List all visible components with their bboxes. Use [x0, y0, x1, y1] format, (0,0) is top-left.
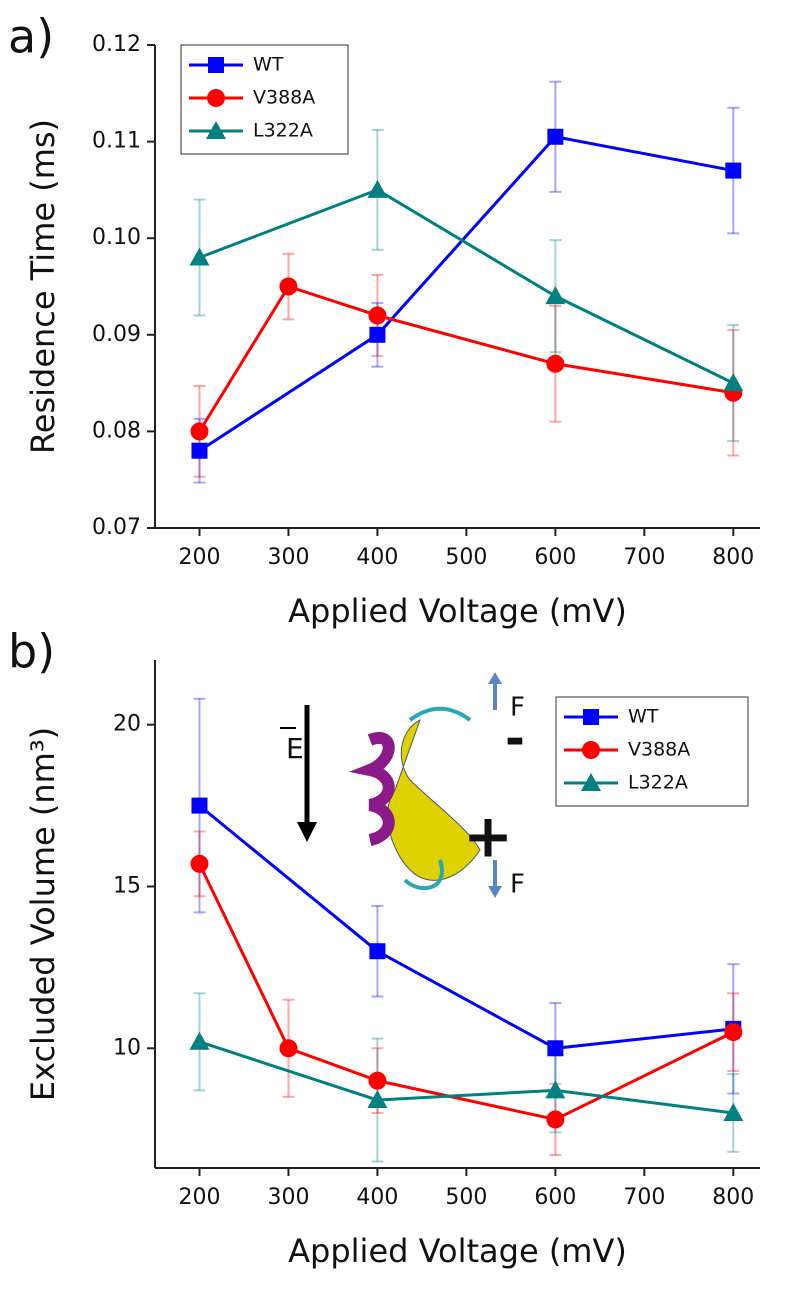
- plot: 0.07 0.08 0.09 0.10 0.11 0.12 200 300 400 500 600 7…: [8, 10, 760, 630]
- legend-label: V388A: [253, 87, 315, 109]
- marker: [279, 1039, 298, 1058]
- legend-marker: [208, 57, 224, 73]
- marker: [547, 128, 564, 145]
- protein-helix: [349, 732, 395, 846]
- force-label: F: [510, 870, 525, 900]
- x-tick-label: 300: [267, 545, 309, 570]
- legend-label: L322A: [628, 772, 688, 794]
- legend-label: WT: [628, 706, 659, 728]
- y-axis-title: Excluded Volume (nm³): [24, 727, 62, 1101]
- field-arrowhead: [297, 822, 317, 842]
- x-axis-title: Applied Voltage (mV): [288, 592, 627, 630]
- x-tick-label: 800: [712, 1185, 754, 1210]
- force-arrowhead: [488, 886, 502, 898]
- x-tick-label: 600: [534, 1185, 576, 1210]
- protein-sheet: [387, 718, 481, 881]
- y-tick-label: 20: [113, 712, 141, 737]
- x-tick-label: 200: [178, 1185, 220, 1210]
- panel-label: a): [8, 10, 54, 64]
- charge-label: -: [505, 711, 525, 767]
- y-tick-label: 15: [113, 873, 141, 898]
- y-tick-label: 0.08: [92, 418, 141, 443]
- marker: [191, 797, 208, 814]
- x-tick-label: 800: [712, 545, 754, 570]
- marker: [189, 1031, 210, 1050]
- x-tick-label: 400: [356, 545, 398, 570]
- legend-marker: [583, 709, 599, 725]
- inset-illustration: E F F - +: [280, 672, 525, 900]
- marker: [279, 277, 298, 296]
- force-label: F: [510, 693, 525, 723]
- legend-marker: [582, 741, 600, 759]
- marker: [367, 179, 388, 198]
- y-axis-title: Residence Time (ms): [24, 119, 62, 454]
- x-tick-label: 600: [534, 545, 576, 570]
- series-line: [199, 1040, 734, 1115]
- y-tick-label: 10: [113, 1035, 141, 1060]
- marker: [724, 1023, 743, 1042]
- marker: [545, 1080, 566, 1099]
- charge-label: +: [463, 802, 513, 872]
- x-tick-label: 700: [623, 1185, 665, 1210]
- marker: [189, 247, 210, 266]
- legend-marker: [581, 773, 601, 791]
- marker: [367, 1090, 388, 1109]
- y-tick-label: 0.11: [92, 129, 141, 154]
- y-tick-label: 0.10: [92, 225, 141, 250]
- legend-label: WT: [253, 54, 284, 76]
- series-line: [198, 135, 734, 452]
- marker: [368, 306, 387, 325]
- marker: [369, 326, 386, 343]
- marker: [368, 1071, 387, 1090]
- y-tick-label: 0.07: [92, 515, 141, 540]
- x-tick-label: 300: [267, 1185, 309, 1210]
- marker: [190, 854, 209, 873]
- legend-label: V388A: [628, 739, 690, 761]
- protein-coil: [403, 706, 472, 891]
- x-tick-label: 200: [178, 545, 220, 570]
- marker: [369, 943, 386, 960]
- panel-label: b): [8, 625, 55, 679]
- marker: [546, 1110, 565, 1129]
- field-label: E: [286, 732, 304, 765]
- y-tick-label: 0.12: [92, 32, 141, 57]
- series-line: [198, 284, 734, 433]
- marker: [725, 162, 742, 179]
- marker: [190, 422, 209, 441]
- x-tick-label: 500: [445, 545, 487, 570]
- marker: [191, 442, 208, 459]
- marker: [723, 1102, 744, 1121]
- series-line: [198, 188, 734, 385]
- x-tick-label: 400: [356, 1185, 398, 1210]
- x-tick-label: 700: [623, 545, 665, 570]
- y-tick-label: 0.09: [92, 322, 141, 347]
- legend-marker: [207, 89, 225, 107]
- marker: [545, 286, 566, 305]
- legend: WT V388A L322A: [555, 696, 749, 807]
- marker: [547, 1040, 564, 1057]
- x-axis-title: Applied Voltage (mV): [288, 1232, 627, 1270]
- force-arrowhead: [488, 672, 502, 684]
- plot: 10 15 20 200 300 400 500 600 700 800 Applied Volta…: [8, 625, 760, 1270]
- series-line: [198, 863, 734, 1122]
- marker: [723, 373, 744, 392]
- x-tick-label: 500: [445, 1185, 487, 1210]
- series-line: [198, 804, 734, 1050]
- marker: [546, 354, 565, 373]
- legend-marker: [206, 121, 226, 139]
- legend: WT V388A L322A: [180, 44, 349, 155]
- legend-label: L322A: [253, 120, 313, 142]
